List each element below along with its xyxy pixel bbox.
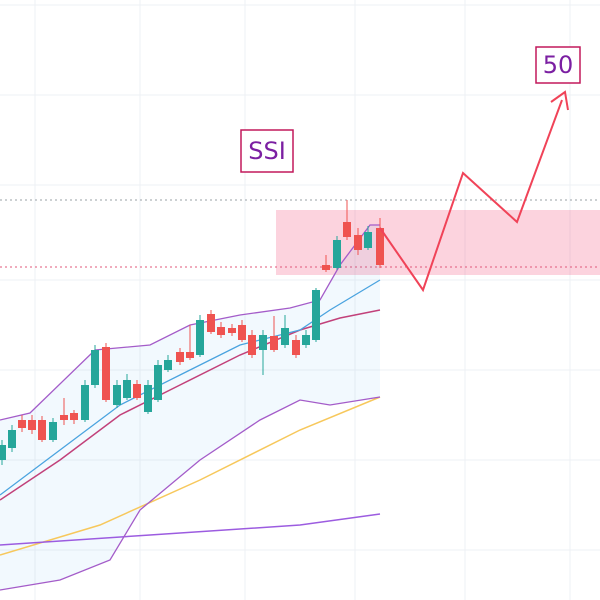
ma-yellow [0, 396, 381, 556]
band-lower [0, 396, 381, 591]
projection-path [379, 99, 563, 293]
resistance-zone [276, 210, 600, 275]
band-middle [0, 309, 381, 501]
annotation-label: 50 [543, 51, 574, 79]
annotation-label: SSI [248, 137, 286, 165]
band-upper [0, 224, 380, 421]
ma-purple [0, 513, 381, 546]
annotation-box [240, 129, 294, 173]
projection-arrow [550, 90, 569, 111]
candles [0, 200, 384, 465]
annotation-box [535, 46, 581, 84]
ema-line [0, 279, 381, 496]
